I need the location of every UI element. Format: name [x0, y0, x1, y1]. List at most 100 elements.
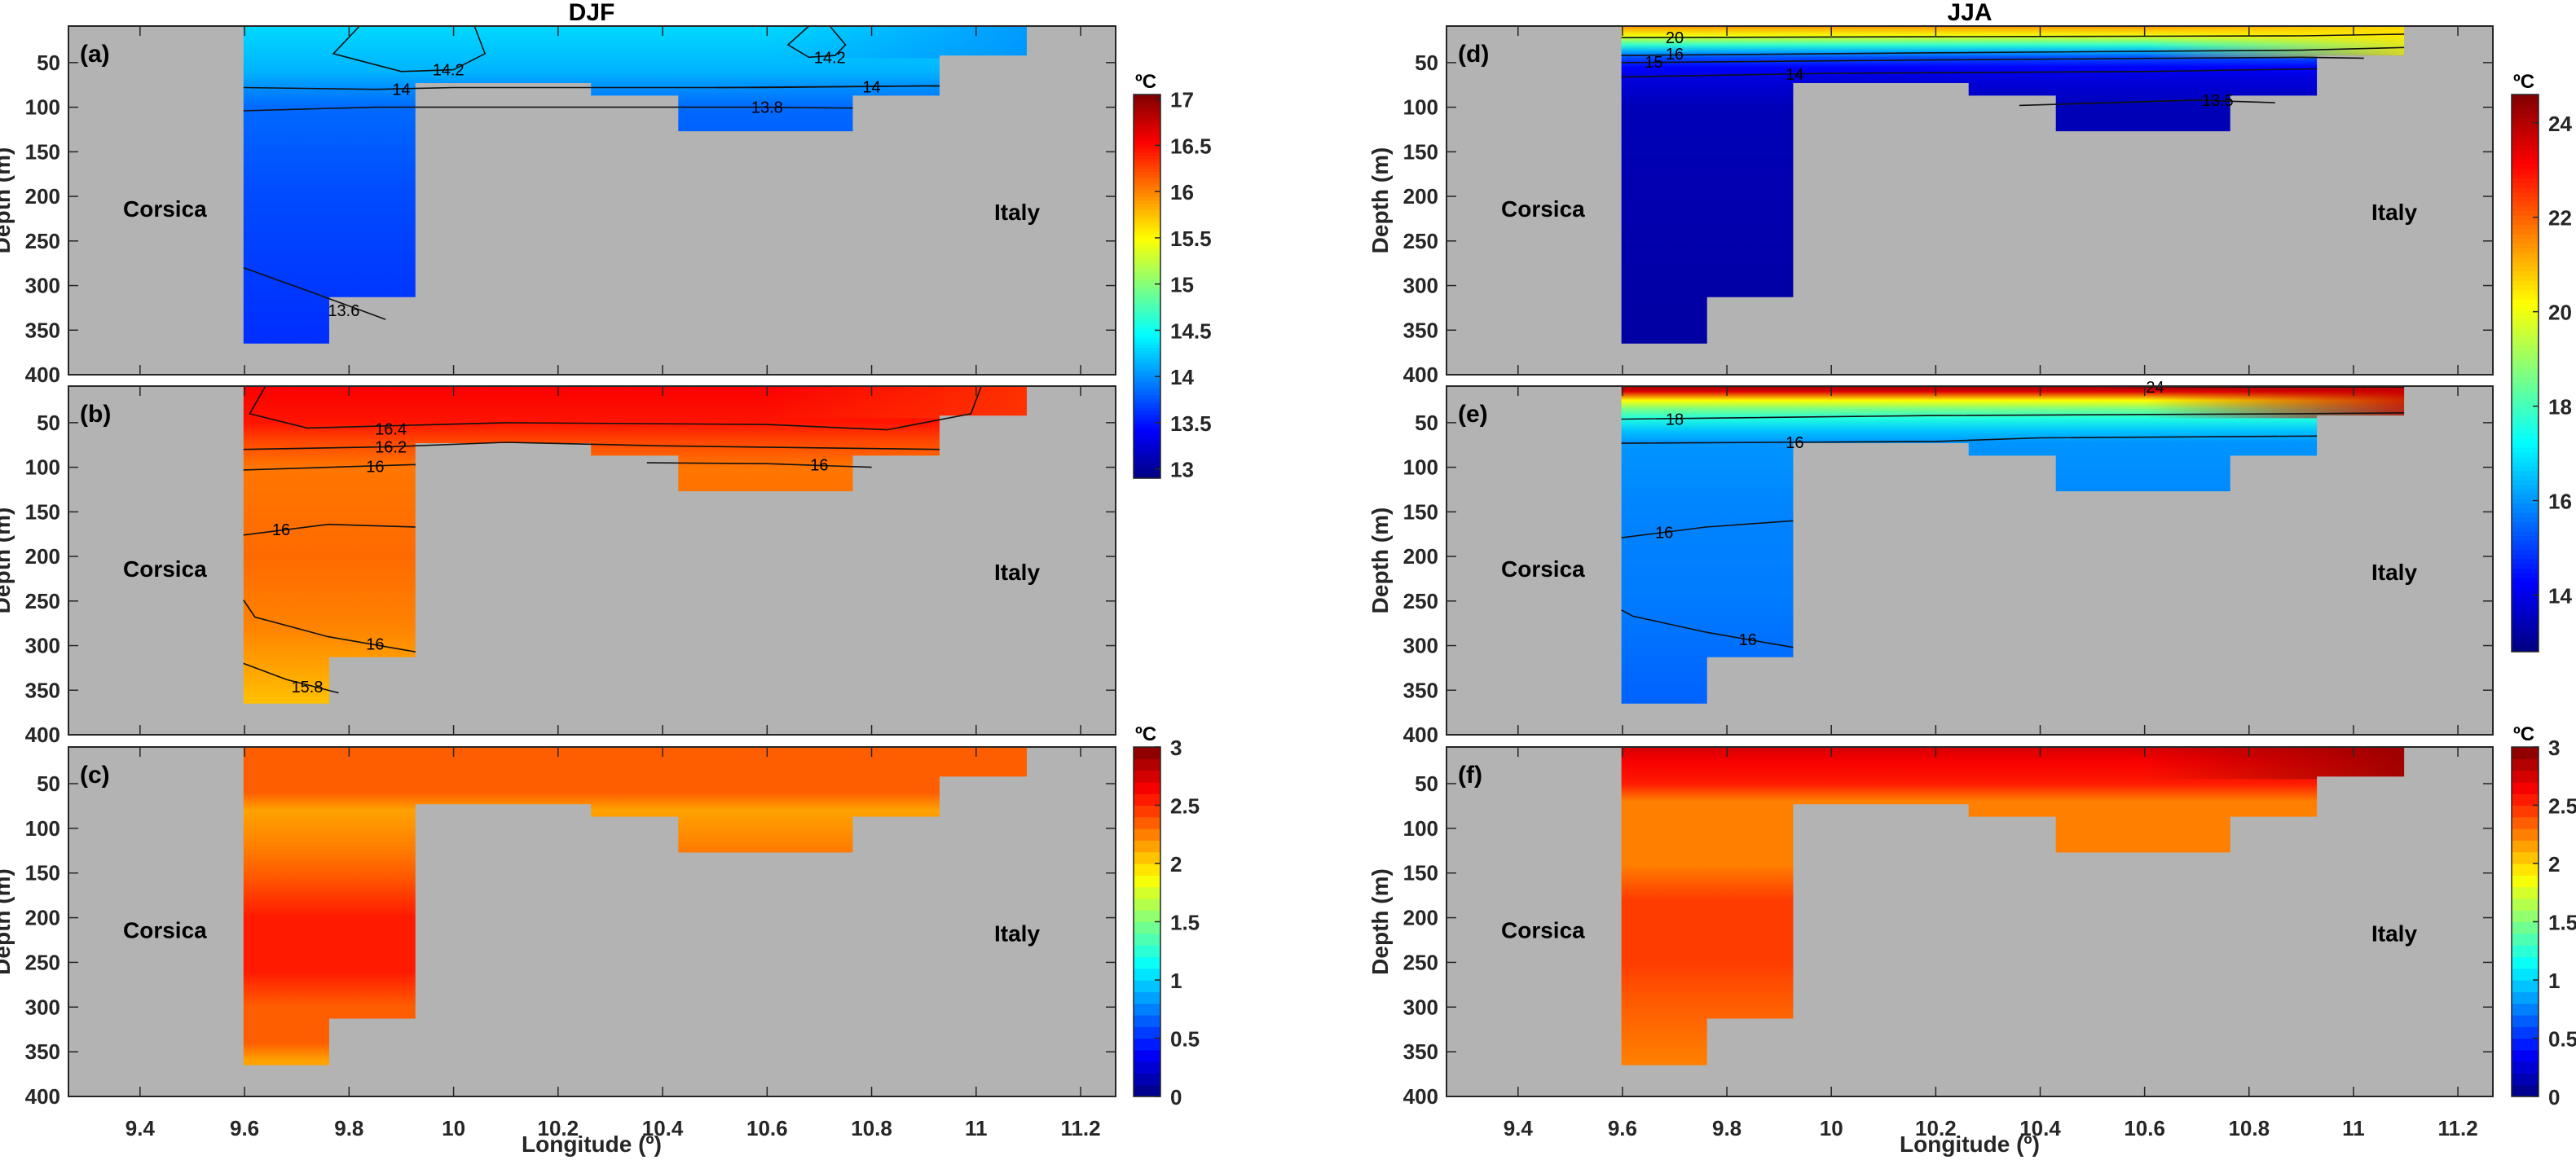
y-tick-label: 200	[1403, 544, 1438, 569]
colorbar-segment	[1134, 138, 1160, 143]
colorbar-segment	[2512, 1061, 2539, 1074]
y-tick-label: 250	[1403, 589, 1438, 613]
colorbar-segment	[2512, 910, 2539, 923]
colorbar-segment	[1134, 898, 1160, 911]
axes-frame	[1446, 746, 2494, 1097]
colorbar-segment	[1134, 251, 1160, 255]
colorbar-segment	[1134, 886, 1160, 899]
colorbar-segment	[1134, 120, 1160, 124]
colorbar-segment	[2512, 238, 2539, 244]
y-tick-label: 300	[25, 634, 60, 658]
colorbar-segment	[1134, 241, 1160, 246]
contour-line-16	[243, 523, 416, 536]
colorbar-segment	[1134, 356, 1160, 361]
colorbar-segment	[1134, 337, 1160, 341]
contour-label: 16	[1739, 631, 1757, 649]
colorbar-tick-label: 2	[1170, 852, 1182, 877]
colorbar-segment	[1134, 94, 1160, 99]
colorbar-segment	[2512, 863, 2539, 876]
colorbar-segment	[2512, 451, 2539, 458]
colorbar-segment	[2512, 1073, 2539, 1086]
colorbar-segment	[1134, 449, 1160, 454]
colorbar-segment	[2512, 169, 2539, 174]
colorbar-segment	[1134, 1014, 1160, 1027]
colorbar-segment	[1134, 321, 1160, 326]
colorbar-tick-label: 24	[2548, 112, 2572, 136]
y-tick-label: 50	[37, 51, 60, 75]
colorbar-segment	[1134, 203, 1160, 207]
colorbar-segment	[1134, 1038, 1160, 1051]
contour-label: 16	[272, 521, 290, 539]
colorbar-segment	[1134, 404, 1160, 409]
panel-tag: (c)	[80, 762, 110, 789]
colorbar-segment	[2512, 382, 2539, 388]
colorbar-segment	[2512, 540, 2539, 546]
colorbar-segment	[2512, 155, 2539, 160]
colorbar-segment	[1134, 331, 1160, 335]
colorbar-segment	[1134, 394, 1160, 399]
colorbar-segment	[2512, 368, 2539, 374]
y-tick-label: 250	[1403, 950, 1438, 974]
place-label-corsica: Corsica	[123, 918, 207, 943]
colorbar-segment	[2512, 424, 2539, 429]
colorbar-tick-label: 3	[2548, 736, 2560, 760]
colorbar-unit: ºC	[1135, 71, 1156, 93]
colorbar-segment	[1134, 1026, 1160, 1039]
axes-frame	[68, 746, 1116, 1097]
panel-a: 14.2 14.2 14 14 13.8 13.6 50 100 150 200 250 300 350…	[0, 25, 1116, 387]
contour-line-13.5	[2019, 99, 2275, 107]
colorbar-segment	[1134, 308, 1160, 313]
colorbar-segment	[1134, 279, 1160, 284]
colorbars: 1313.51414.51515.51616.517ºC00.511.522.5…	[1133, 71, 2576, 1109]
colorbar-segment	[2512, 126, 2539, 133]
place-label-italy: Italy	[994, 560, 1040, 585]
colorbar-segment	[2512, 205, 2539, 212]
colorbar-segment	[1134, 183, 1160, 188]
colorbar-segment	[1134, 266, 1160, 271]
x-tick-label: 9.6	[230, 1116, 259, 1140]
colorbar-segment	[1134, 305, 1160, 310]
colorbar-segment	[1134, 446, 1160, 450]
colorbar-segment	[1134, 238, 1160, 243]
colorbar-segment	[1134, 178, 1160, 182]
colorbar-segment	[2512, 275, 2539, 281]
colorbar-segment	[2512, 921, 2539, 934]
y-tick-label: 150	[1403, 861, 1438, 885]
colorbar-segment	[2512, 164, 2539, 169]
colorbar-segment	[2512, 1038, 2539, 1051]
colorbar-tick-label: 2.5	[1170, 794, 1200, 819]
contour-label: 16	[366, 635, 384, 653]
y-tick-label: 350	[25, 678, 60, 702]
colorbar-segment	[2512, 475, 2539, 481]
colorbar-segment	[1134, 347, 1160, 351]
colorbar-segment	[2512, 261, 2539, 267]
colorbar-segment	[2512, 99, 2539, 104]
colorbar-segment	[1134, 228, 1160, 233]
colorbar-segment	[1134, 430, 1160, 434]
colorbar-segment	[1134, 407, 1160, 412]
colorbar-segment	[1134, 103, 1160, 108]
colorbar-tick-label: 15.5	[1170, 226, 1212, 251]
colorbar-segment	[1134, 805, 1160, 818]
colorbar-segment	[1134, 781, 1160, 794]
colorbar-segment	[1134, 851, 1160, 864]
colorbar-std_djf: 0 0.5 1 1.5 2 2.5 3 ºC	[1133, 723, 1200, 1109]
contour-label: 14	[1786, 66, 1803, 84]
colorbar-segment	[2512, 257, 2539, 262]
colorbar-segment	[1134, 171, 1160, 175]
y-tick-label: 400	[1403, 723, 1438, 747]
colorbar-segment	[1134, 417, 1160, 421]
colorbar-segment	[2512, 968, 2539, 981]
colorbar-tick-label: 0.5	[2548, 1027, 2576, 1052]
colorbar-segment	[1134, 155, 1160, 160]
y-tick-label: 350	[1403, 1039, 1438, 1064]
colorbar-segment	[2512, 420, 2539, 425]
y-tick-label: 100	[1403, 455, 1438, 480]
x-axis-title-right: Longitude (º)	[1900, 1131, 2040, 1157]
x-tick-label: 10.8	[851, 1116, 892, 1140]
colorbar-segment	[2512, 587, 2539, 592]
y-tick-label: 350	[25, 1039, 60, 1064]
colorbar-segment	[2512, 312, 2539, 319]
colorbar-tick-label: 16	[2548, 490, 2572, 514]
panel-tag: (e)	[1458, 401, 1488, 428]
